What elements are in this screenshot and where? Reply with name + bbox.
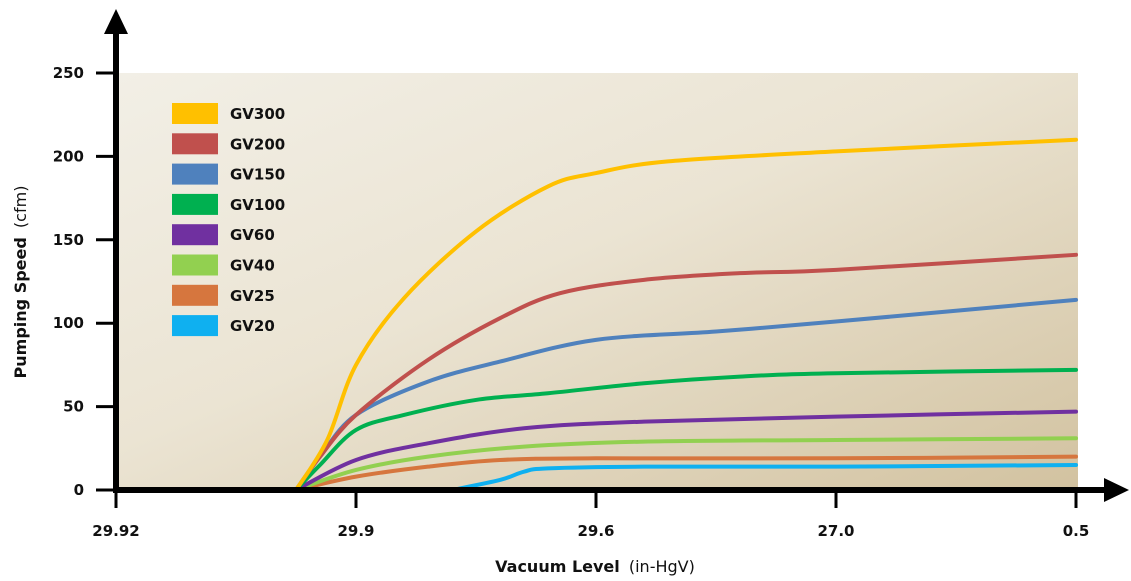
y-tick-label: 100 (53, 314, 84, 332)
legend-swatch-gv20 (172, 315, 218, 337)
legend-swatch-gv300 (172, 103, 218, 124)
legend-label-gv150: GV150 (230, 166, 285, 184)
legend-label-gv40: GV40 (230, 257, 275, 275)
legend-label-gv100: GV100 (230, 196, 285, 214)
series-line-gv300 (294, 137, 1078, 492)
y-ticks: 0 50 100 150 200 250 (53, 64, 116, 499)
series-layer (294, 137, 1078, 492)
y-tick-label: 250 (53, 64, 84, 82)
x-axis-arrow-icon (1104, 478, 1129, 502)
plot-area (116, 73, 1078, 490)
y-tick-label: 200 (53, 147, 84, 165)
x-tick-label: 29.9 (337, 522, 374, 540)
series-line-gv40 (294, 436, 1078, 492)
y-axis-arrow-icon (104, 9, 128, 34)
series-line-gv25 (294, 454, 1078, 492)
legend-label-gv200: GV200 (230, 135, 285, 153)
legend-label-gv25: GV25 (230, 287, 275, 305)
legend-label-gv60: GV60 (230, 226, 275, 244)
legend-swatch-gv25 (172, 284, 218, 306)
legend-swatch-gv200 (172, 133, 218, 155)
x-ticks: 29.92 29.9 29.6 27.0 0.5 (92, 490, 1089, 540)
x-tick-label: 29.92 (92, 522, 139, 540)
x-tick-label: 29.6 (577, 522, 614, 540)
y-axis-title: Pumping Speed (cfm) (11, 186, 30, 379)
y-tick-label: 0 (74, 481, 84, 499)
y-tick-label: 150 (53, 231, 84, 249)
legend-swatch-gv100 (172, 193, 218, 215)
axes (104, 9, 1129, 502)
series-line-gv100 (294, 367, 1078, 492)
legend-swatch-gv40 (172, 254, 218, 276)
series-line-gv200 (294, 252, 1078, 492)
y-tick-label: 50 (63, 398, 84, 416)
series-line-gv60 (294, 409, 1078, 492)
x-tick-label: 27.0 (817, 522, 854, 540)
legend-label-gv300: GV300 (230, 105, 285, 123)
legend-swatch-gv60 (172, 224, 218, 246)
x-tick-label: 0.5 (1063, 522, 1090, 540)
legend: GV300 GV200 GV150 GV100 GV60 GV40 GV25 GV20 (172, 103, 285, 337)
series-line-gv20 (450, 462, 1078, 492)
legend-swatch-gv150 (172, 163, 218, 185)
x-axis-title: Vacuum Level (in-HgV) (495, 557, 695, 576)
legend-label-gv20: GV20 (230, 317, 275, 335)
